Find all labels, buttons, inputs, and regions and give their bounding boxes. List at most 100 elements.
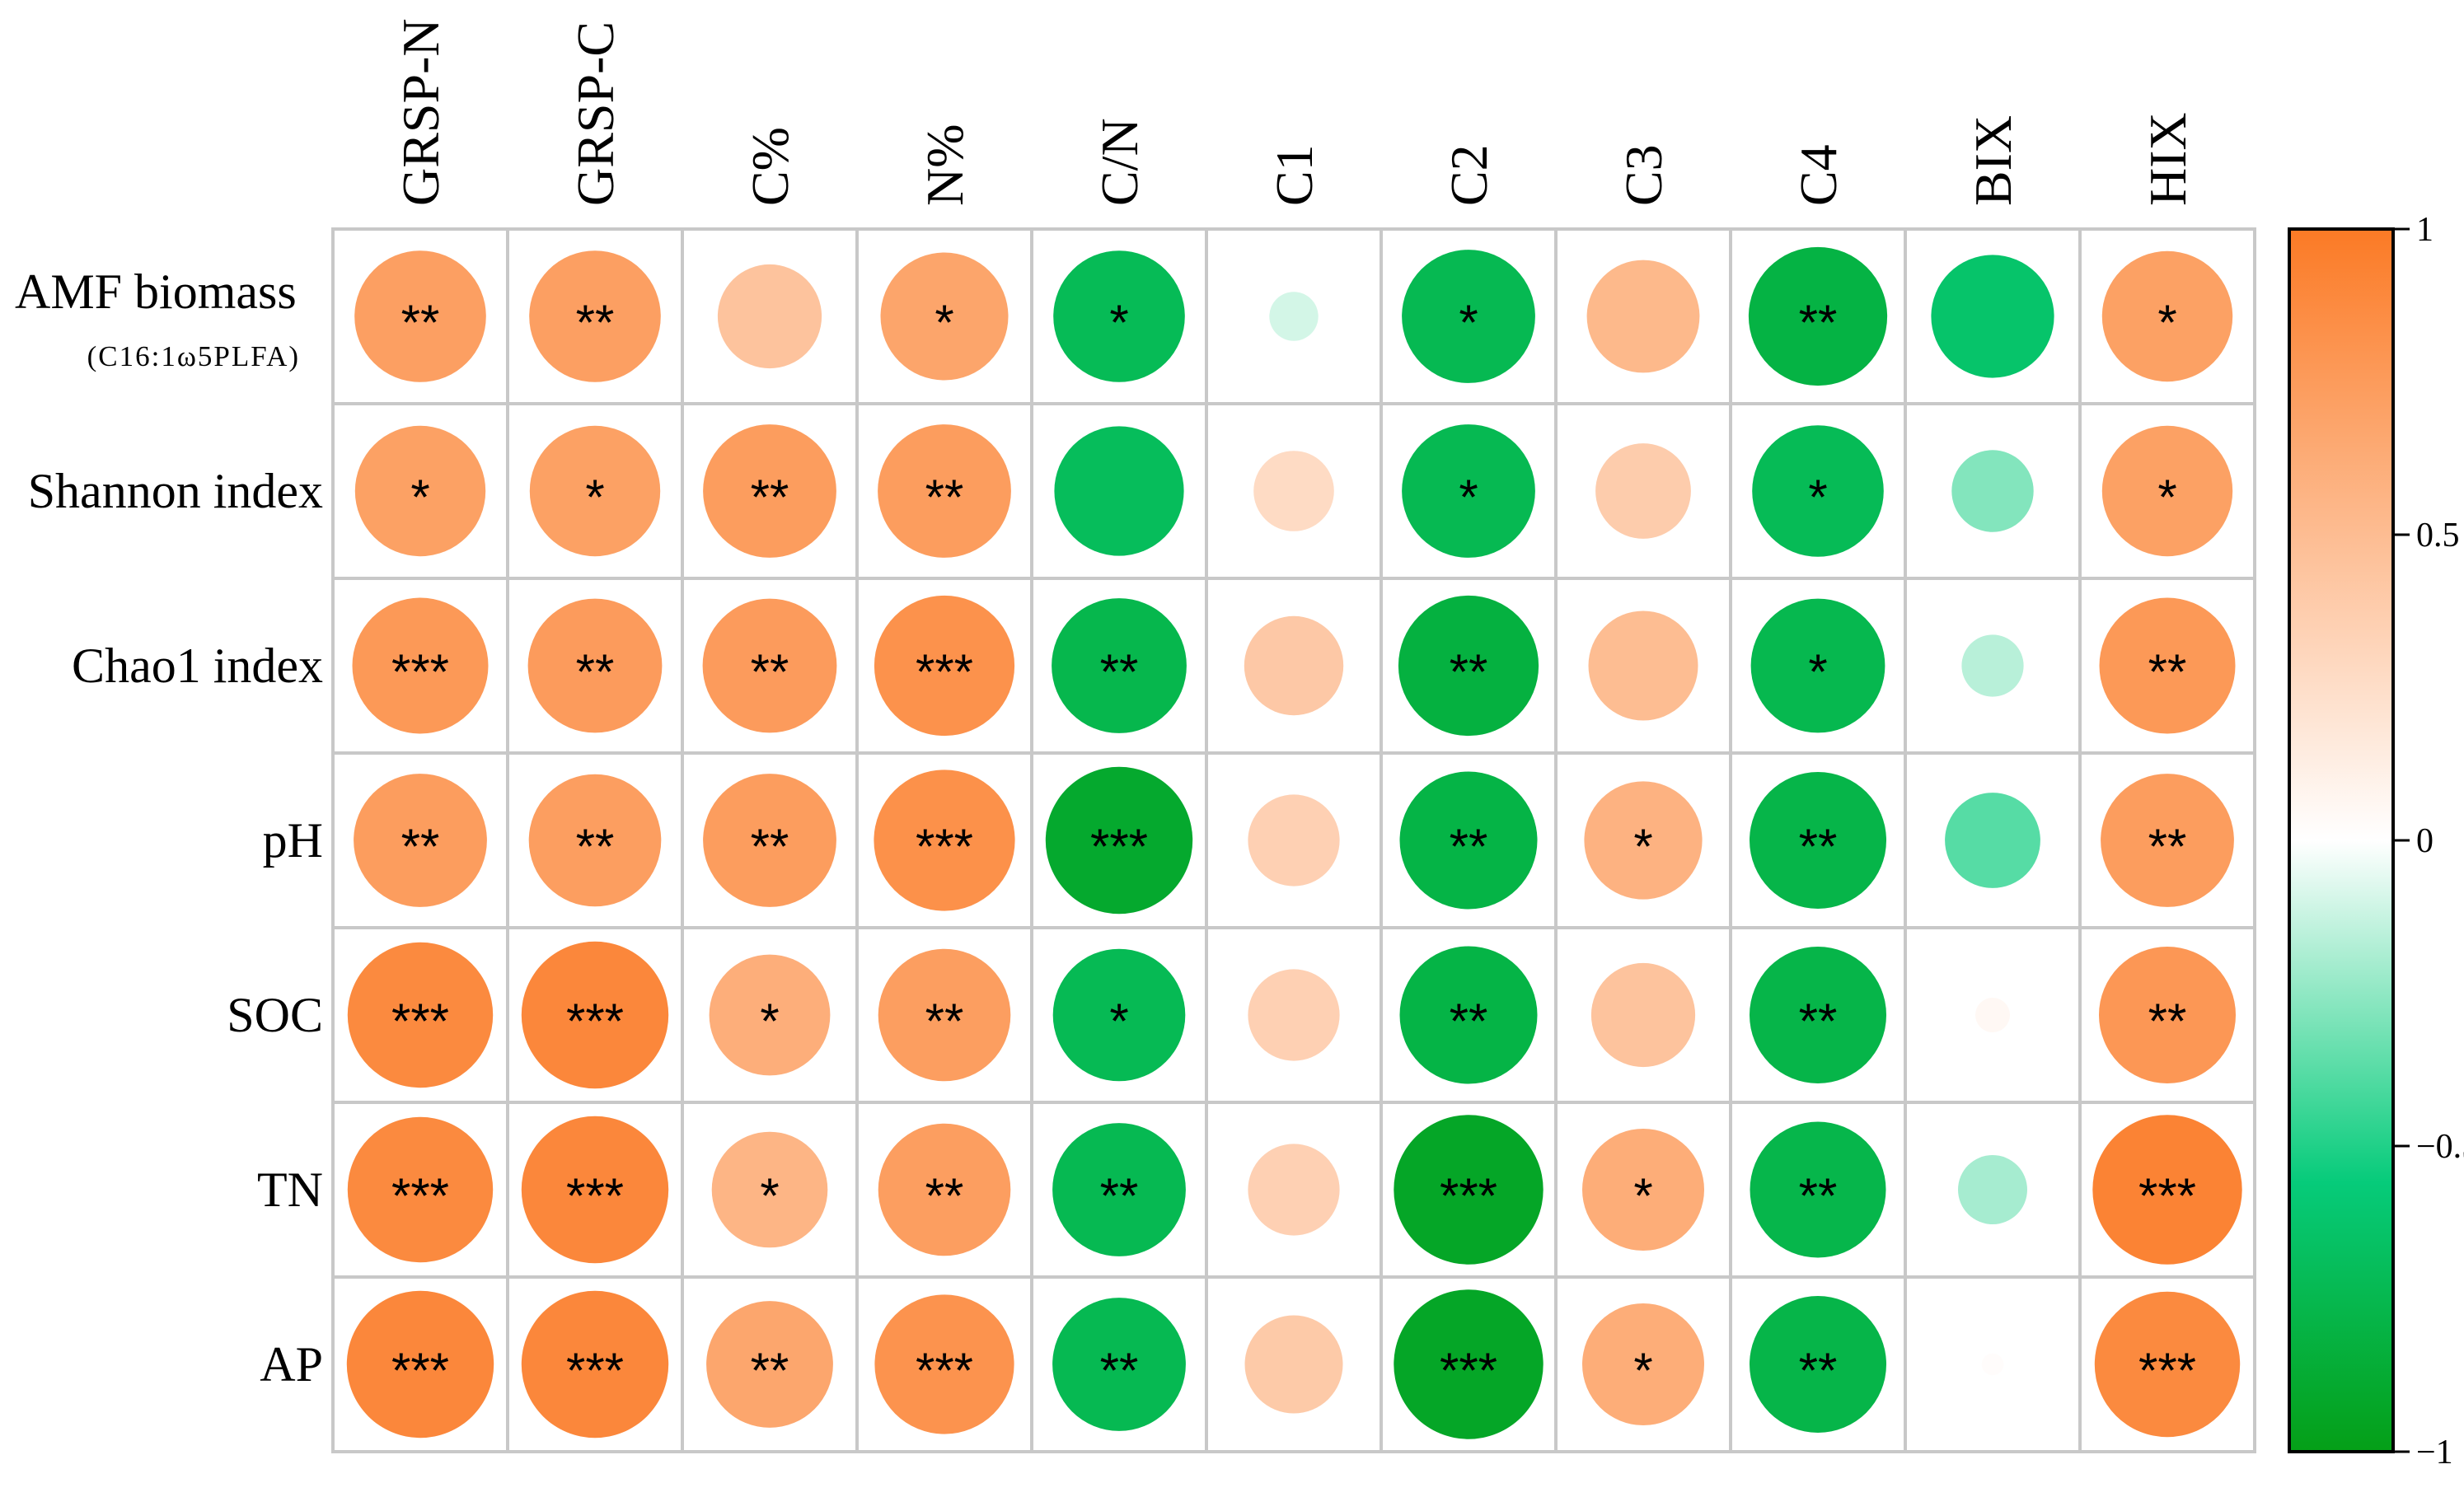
significance-label: * xyxy=(2157,295,2176,350)
correlation-circle xyxy=(703,424,836,558)
correlation-circle xyxy=(878,1123,1011,1256)
significance-label: ** xyxy=(1450,644,1488,699)
correlation-circle xyxy=(1248,794,1340,887)
correlation-circle xyxy=(529,425,661,557)
correlation-circle xyxy=(1582,1129,1704,1251)
correlation-circle xyxy=(1981,1353,2004,1376)
row-sublabel: (C16:1ω5PLFA) xyxy=(87,340,300,372)
significance-label: ** xyxy=(925,994,964,1049)
significance-label: *** xyxy=(1440,1168,1497,1223)
colorbar-tick-label: −0.5 xyxy=(2416,1128,2464,1166)
significance-label: * xyxy=(585,470,604,525)
correlation-circle xyxy=(1052,1298,1186,1431)
significance-label: *** xyxy=(2138,1168,2196,1223)
correlation-circle xyxy=(1595,443,1691,539)
significance-label: ** xyxy=(2148,994,2187,1049)
correlation-circle xyxy=(1748,246,1888,386)
significance-label: *** xyxy=(2138,1343,2196,1398)
correlation-circle xyxy=(2099,947,2236,1083)
correlation-circle xyxy=(1052,598,1187,733)
correlation-circle xyxy=(1750,772,1886,909)
correlation-circle xyxy=(1961,634,2024,697)
correlation-circle xyxy=(702,598,837,733)
row-label: Chao1 index xyxy=(72,639,323,693)
correlation-circle xyxy=(352,597,489,734)
correlation-circle xyxy=(1253,451,1334,531)
correlation-circle xyxy=(1958,1155,2027,1224)
correlation-circle xyxy=(1399,946,1538,1084)
column-label: C/N xyxy=(1090,118,1149,206)
significance-label: * xyxy=(1633,1168,1652,1223)
correlation-circle xyxy=(1248,969,1340,1061)
correlation-circle xyxy=(354,250,486,382)
significance-label: * xyxy=(1109,295,1128,350)
significance-label: ** xyxy=(1450,819,1488,874)
correlation-circle xyxy=(1750,598,1885,733)
significance-label: *** xyxy=(391,1168,449,1223)
correlation-circle xyxy=(1402,250,1535,383)
correlation-circle xyxy=(1931,255,2054,378)
correlation-circle xyxy=(709,954,831,1076)
column-label: C1 xyxy=(1265,144,1323,206)
correlation-circle xyxy=(2099,597,2236,734)
column-label: C3 xyxy=(1614,144,1673,206)
significance-label: ** xyxy=(576,644,615,699)
correlation-circle xyxy=(1582,1303,1704,1425)
significance-label: *** xyxy=(1090,819,1148,874)
significance-label: ** xyxy=(401,295,440,350)
correlation-circle xyxy=(2101,425,2233,557)
significance-label: ** xyxy=(2148,644,2187,699)
significance-label: ** xyxy=(751,1343,789,1398)
significance-label: ** xyxy=(576,295,615,350)
correlation-circle xyxy=(1244,1315,1343,1414)
correlation-circle xyxy=(521,941,669,1089)
correlation-circle xyxy=(1584,781,1703,900)
correlation-circle xyxy=(1752,425,1884,557)
row-label: AP xyxy=(260,1337,323,1392)
correlation-circle xyxy=(1951,450,2034,532)
correlation-circle xyxy=(1053,250,1185,382)
significance-label: *** xyxy=(566,1343,624,1398)
correlation-circle xyxy=(1052,948,1186,1082)
column-label: C% xyxy=(741,127,799,206)
significance-label: ** xyxy=(1799,819,1838,874)
correlation-circle xyxy=(354,774,487,907)
correlation-circle xyxy=(2092,1115,2242,1265)
correlation-circle xyxy=(1750,947,1886,1083)
row-label: SOC xyxy=(227,988,323,1042)
correlation-circle xyxy=(521,1116,669,1264)
significance-label: ** xyxy=(1799,295,1838,350)
correlation-circle xyxy=(521,1290,669,1439)
significance-label: ** xyxy=(1100,1168,1139,1223)
significance-label: * xyxy=(760,994,779,1049)
row-label: TN xyxy=(257,1163,323,1217)
significance-label: ** xyxy=(925,1168,964,1223)
matrix-grid xyxy=(331,227,2256,1453)
correlation-circle xyxy=(2101,250,2233,382)
significance-label: ** xyxy=(1100,1343,1139,1398)
column-label: GRSP-C xyxy=(566,21,625,206)
significance-label: *** xyxy=(916,644,973,699)
correlation-circle xyxy=(874,770,1015,911)
significance-label: * xyxy=(2157,470,2176,525)
correlation-circle xyxy=(880,252,1009,381)
significance-label: * xyxy=(1808,470,1827,525)
significance-label: ** xyxy=(401,819,440,874)
significance-label: *** xyxy=(916,819,973,874)
column-label: GRSP-N xyxy=(391,18,450,206)
significance-label: *** xyxy=(566,994,624,1049)
column-label: C4 xyxy=(1789,144,1848,206)
significance-label: * xyxy=(1808,644,1827,699)
significance-label: ** xyxy=(1100,644,1139,699)
column-labels: GRSP-N GRSP-C C% N% C/N C1 C2 C3 C4 BIX HIX xyxy=(391,18,2197,206)
correlation-circle xyxy=(1054,426,1184,556)
correlation-circle xyxy=(1052,1123,1186,1256)
significance-label: * xyxy=(1109,994,1128,1049)
significance-label: *** xyxy=(1440,1343,1497,1398)
correlation-circle xyxy=(2101,774,2234,907)
correlation-circle xyxy=(1975,998,2010,1032)
correlation-circle xyxy=(1588,610,1698,721)
significance-label: *** xyxy=(391,994,449,1049)
correlation-circle xyxy=(706,1301,833,1428)
